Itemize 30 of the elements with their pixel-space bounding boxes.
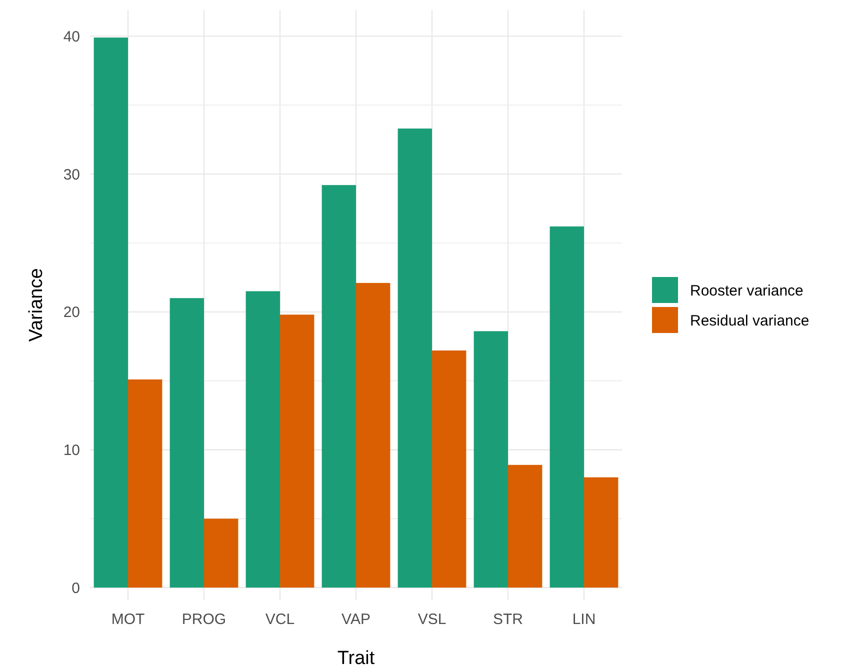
y-axis-title: Variance <box>26 268 47 342</box>
y-tick-label: 0 <box>72 580 80 597</box>
y-tick-label: 30 <box>63 166 80 184</box>
x-tick-label: VAP <box>342 611 370 628</box>
bar <box>432 350 466 588</box>
bar <box>204 518 238 588</box>
bar <box>356 282 390 588</box>
y-tick-label: 10 <box>63 442 80 459</box>
y-tick-label: 20 <box>63 304 80 322</box>
x-tick-label: VSL <box>418 611 446 628</box>
x-axis-title: Trait <box>337 648 376 669</box>
bar <box>94 38 128 588</box>
x-tick-label: LIN <box>572 611 596 628</box>
bar <box>508 464 542 588</box>
bar <box>128 379 162 588</box>
legend-label: Rooster variance <box>690 282 804 300</box>
legend-label: Residual variance <box>690 312 810 330</box>
bar <box>474 331 508 588</box>
bar <box>322 185 356 588</box>
bar <box>246 291 280 588</box>
bar <box>170 298 204 588</box>
x-tick-label: STR <box>493 611 524 628</box>
x-tick-label: PROG <box>182 611 226 628</box>
bar <box>550 226 584 588</box>
bar <box>398 128 432 588</box>
x-tick-label: MOT <box>111 611 145 628</box>
bar <box>584 477 618 588</box>
x-tick-label: VCL <box>265 611 295 628</box>
bar <box>280 314 314 588</box>
y-tick-label: 40 <box>63 28 80 46</box>
